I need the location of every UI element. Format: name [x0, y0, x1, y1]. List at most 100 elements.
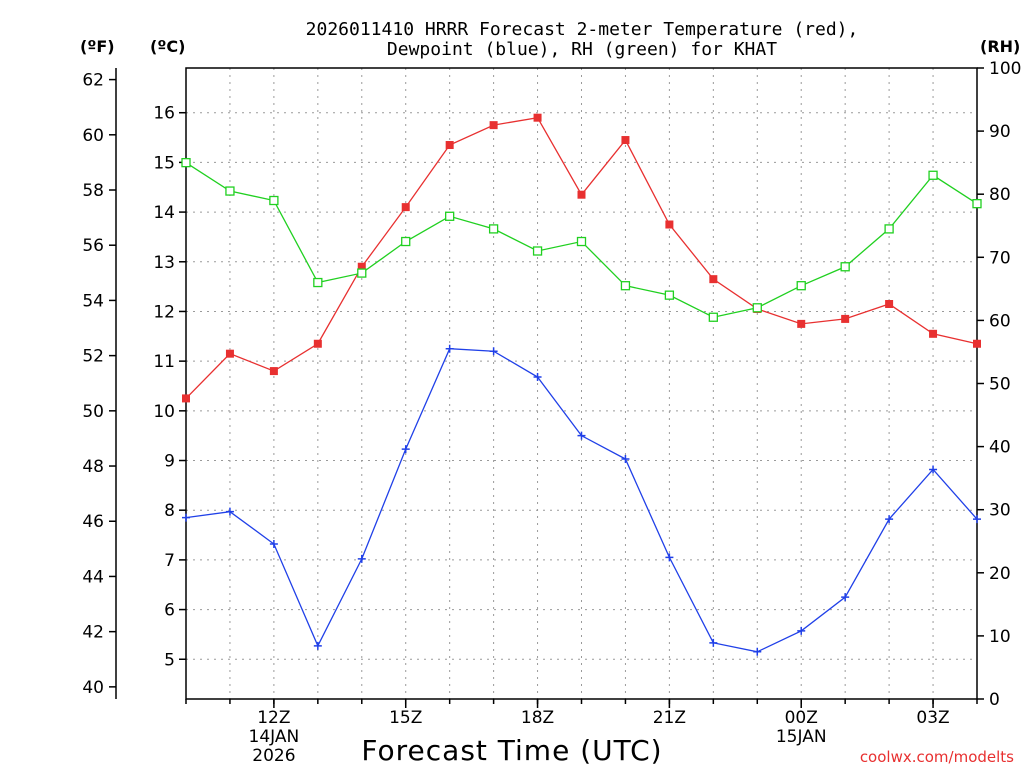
rh-point	[840, 262, 850, 272]
dewpoint-point	[533, 373, 542, 382]
dewpoint-point	[885, 515, 894, 524]
rh-tick-label: 60	[989, 311, 1011, 331]
chart-subtitle: Dewpoint (blue), RH (green) for KHAT	[387, 39, 777, 60]
rh-point	[708, 312, 718, 322]
rh-point	[752, 303, 762, 313]
dewpoint-point	[841, 593, 850, 602]
celsius-tick-label: 15	[153, 153, 175, 173]
dewpoint-point	[973, 515, 981, 524]
rh-tick-label: 0	[989, 690, 1000, 710]
fahrenheit-tick-label: 42	[82, 623, 104, 643]
temperature-point	[929, 329, 938, 338]
rh-tick-label: 70	[989, 248, 1011, 268]
fahrenheit-tick-label: 52	[82, 347, 104, 367]
fahrenheit-tick-label: 44	[82, 567, 104, 587]
fahrenheit-tick-label: 50	[82, 402, 104, 422]
rh-point	[928, 170, 938, 180]
dewpoint-point	[182, 513, 190, 522]
fahrenheit-tick-label: 54	[82, 291, 104, 311]
temperature-point	[533, 113, 542, 122]
temperature-point	[445, 141, 454, 150]
celsius-tick-label: 5	[164, 650, 175, 670]
temperature-point	[225, 349, 234, 358]
fahrenheit-tick-label: 58	[82, 181, 104, 201]
rh-point	[532, 246, 543, 256]
rh-point	[576, 236, 587, 247]
fahrenheit-tick-label: 48	[82, 457, 104, 477]
x-tick-label: 00Z	[785, 708, 818, 728]
temperature-point	[269, 367, 278, 376]
credit-text: coolwx.com/modelts	[860, 748, 1014, 766]
rh-point	[181, 157, 191, 168]
celsius-tick-label: 14	[153, 203, 175, 223]
dewpoint-point	[489, 347, 498, 356]
rh-tick-label: 20	[989, 564, 1011, 584]
fahrenheit-tick-label: 46	[82, 512, 104, 532]
temperature-point	[182, 394, 190, 403]
temperature-point	[357, 262, 366, 271]
temperature-point	[797, 319, 806, 328]
celsius-tick-label: 16	[153, 104, 175, 124]
dewpoint-point	[357, 554, 366, 563]
dewpoint-point	[225, 507, 234, 516]
celsius-tick-label: 9	[164, 452, 175, 472]
rh-tick-label: 80	[989, 185, 1011, 205]
series-layer	[181, 113, 982, 656]
dewpoint-point	[709, 638, 718, 647]
temperature-point	[709, 275, 718, 284]
rh-point	[664, 290, 675, 300]
temperature-point	[577, 190, 586, 199]
x-tick-date-label: 15JAN	[776, 727, 827, 747]
x-tick-label: 21Z	[653, 708, 686, 728]
temperature-point	[401, 203, 410, 212]
fahrenheit-tick-label: 62	[82, 71, 104, 91]
rh-point	[357, 268, 367, 278]
rh-tick-label: 50	[989, 375, 1011, 395]
rh-point	[225, 186, 235, 196]
x-tick-label: 03Z	[916, 708, 949, 728]
rh-tick-label: 30	[989, 501, 1011, 521]
celsius-tick-label: 7	[164, 551, 175, 571]
dewpoint-point	[797, 626, 806, 635]
x-tick-label: 18Z	[521, 708, 554, 728]
celsius-tick-label: 10	[153, 402, 175, 422]
fahrenheit-tick-label: 60	[82, 126, 104, 146]
rh-point	[796, 281, 806, 291]
dewpoint-point	[577, 431, 586, 440]
chart-title: 2026011410 HRRR Forecast 2-meter Tempera…	[306, 19, 859, 40]
dewpoint-point	[401, 445, 410, 454]
dewpoint-line	[185, 348, 978, 653]
rh-point	[401, 236, 411, 247]
celsius-tick-label: 6	[164, 601, 175, 621]
fahrenheit-tick-label: 40	[82, 678, 104, 698]
x-axis-label: Forecast Time (UTC)	[361, 734, 662, 767]
rh-tick-label: 90	[989, 122, 1011, 142]
celsius-tick-label: 12	[153, 302, 175, 322]
rh-point	[884, 224, 894, 234]
rh-tick-label: 100	[989, 59, 1021, 79]
rh-point	[488, 224, 499, 234]
temperature-point	[841, 314, 850, 323]
temperature-point	[313, 339, 322, 348]
x-tick-year-label: 2026	[252, 746, 295, 766]
x-tick-label: 12Z	[257, 708, 290, 728]
fahrenheit-axis-unit: (ºF)	[80, 37, 115, 56]
celsius-tick-label: 13	[153, 253, 175, 273]
temperature-point	[621, 136, 630, 145]
celsius-tick-label: 8	[164, 501, 175, 521]
dewpoint-point	[621, 455, 630, 464]
dewpoint-point	[269, 539, 278, 548]
rh-point	[313, 277, 323, 288]
dewpoint-point	[445, 344, 454, 353]
rh-tick-label: 40	[989, 438, 1011, 458]
axis-ticks: 5678910111213141516404244464850525456586…	[82, 59, 1021, 766]
celsius-tick-label: 11	[153, 352, 175, 372]
grid-lines	[186, 68, 977, 699]
rh-tick-label: 10	[989, 627, 1011, 647]
dewpoint-point	[313, 641, 322, 650]
temperature-point	[885, 300, 894, 309]
rh-point	[620, 281, 631, 291]
dewpoint-point	[753, 647, 762, 656]
rh-axis-unit: (RH)	[980, 37, 1020, 56]
